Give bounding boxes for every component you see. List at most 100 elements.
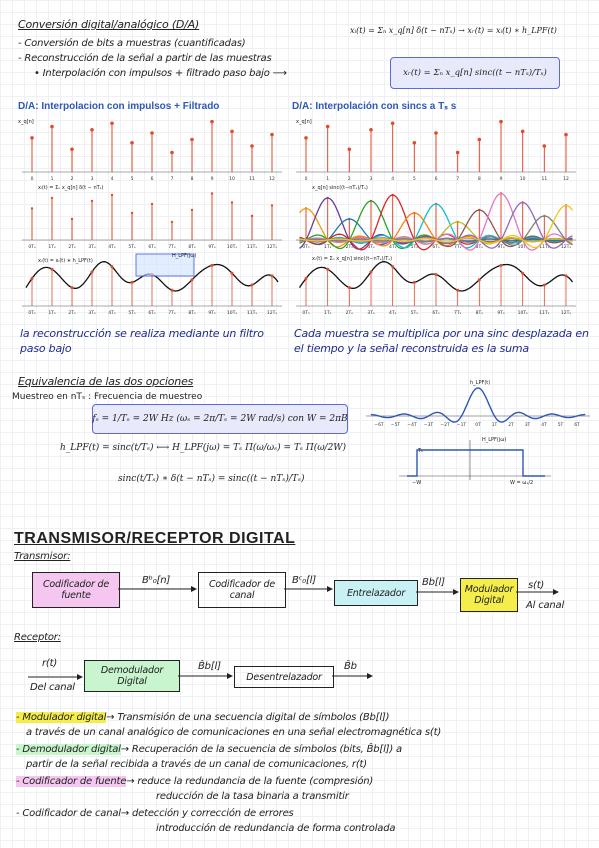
sample-point: [499, 119, 503, 124]
def-line: - Codificador de fuente→ reduce la redun…: [16, 776, 374, 787]
recon-point: [30, 276, 34, 280]
tick-label: 11: [249, 176, 255, 182]
tick-label: 4Tₛ: [108, 310, 116, 316]
tick-label: 2: [348, 176, 351, 182]
impulse-head: [70, 217, 74, 221]
tick-label: 0T: [475, 422, 481, 428]
def-line: - Modulador digital→ Transmisión de una …: [16, 712, 390, 723]
recon-point: [391, 265, 395, 269]
sample-point: [210, 119, 214, 124]
tick-label: 12Tₛ: [267, 244, 277, 250]
rx-label: Receptor:: [14, 632, 61, 643]
recon-point: [412, 280, 416, 284]
recon-point: [564, 274, 568, 278]
recon-point: [347, 286, 351, 290]
tick-label: 3Tₛ: [367, 244, 375, 250]
formula-hlpf: h_LPF(t) = sinc(t/Tₛ) ⟷ H_LPF(jω) = Tₛ Π…: [60, 443, 347, 453]
tick-label: 0Tₛ: [302, 244, 310, 250]
tick-label: 3Tₛ: [367, 310, 375, 316]
tick-label: −1T: [457, 422, 467, 428]
impulse-head: [210, 192, 214, 195]
rect-graph: [399, 440, 551, 480]
sample-point: [190, 137, 194, 142]
tick-label: 5Tₛ: [128, 244, 136, 250]
sinc-curve: [299, 203, 573, 249]
tick-label: 11: [541, 176, 547, 182]
tick-label: 11Tₛ: [539, 310, 549, 316]
recon-point: [270, 274, 274, 278]
right-plot3-label: xᵣ(t) = Σₙ x_q[n] sinc((t−nTₛ)/Tₛ): [312, 256, 393, 262]
recon-point: [542, 283, 546, 287]
recon-point: [230, 271, 234, 275]
tick-label: 6: [151, 176, 154, 182]
tick-label: 11Tₛ: [247, 244, 257, 250]
impulse-head: [150, 202, 154, 206]
lpf-filter-box: [135, 253, 195, 277]
sampling-formula-box: fₛ = 1/Tₛ = 2W Hz (ωₛ = 2π/Tₛ = 2W rad/s…: [92, 404, 348, 434]
bullet-1: - Conversión de bits a muestras (cuantif…: [18, 38, 246, 49]
tick-label: 6Tₛ: [432, 310, 440, 316]
rx-input-rt: r(t): [42, 658, 58, 669]
def-line: reducción de la tasa binaria a transmiti…: [156, 791, 349, 802]
recon-point: [477, 278, 481, 282]
tick-label: 8Tₛ: [188, 310, 196, 316]
tick-label: 10Tₛ: [227, 244, 237, 250]
impulse-head: [90, 199, 94, 203]
tick-label: 12Tₛ: [561, 310, 571, 316]
tick-label: 6Tₛ: [432, 244, 440, 250]
tick-label: 4T: [541, 422, 547, 428]
tick-label: 1Tₛ: [324, 244, 332, 250]
block-deinterleaver: Desentrelazador: [234, 666, 334, 688]
tick-label: 10: [520, 176, 526, 182]
tick-label: 5Tₛ: [128, 310, 136, 316]
tick-label: 7Tₛ: [454, 310, 462, 316]
sample-point: [50, 124, 54, 129]
tick-label: 6T: [574, 422, 580, 428]
recon-point: [304, 276, 308, 280]
right-plot1-label: x_q[n]: [296, 119, 312, 125]
def-line: a través de un canal analógico de comuni…: [26, 727, 442, 738]
tx-label: Transmisor:: [14, 551, 71, 562]
tick-label: 7: [456, 176, 459, 182]
impulse-head: [30, 207, 34, 210]
signal-bn: Bᵇ₀[n]: [142, 575, 171, 586]
sample-point: [564, 132, 568, 137]
tick-label: 1T: [492, 422, 498, 428]
tick-label: 2Tₛ: [68, 244, 76, 250]
tick-label: 3Tₛ: [88, 310, 96, 316]
tick-label: 9Tₛ: [497, 310, 505, 316]
rect-height-label: Tₛ: [418, 448, 423, 454]
recon-point: [250, 283, 254, 287]
sinc-graph: −6T −5T −4T −3T −2T −1T 0T 1T 2T 3T 4T 5T 6T: [366, 387, 590, 428]
tick-label: 5: [413, 176, 416, 182]
panel-right-title: D/A: Interpolación con sincs a Tₛ s: [292, 101, 457, 112]
sample-point: [30, 136, 34, 140]
sample-point: [477, 137, 482, 142]
block-interleaver: Entrelazador: [334, 580, 418, 606]
recon-point: [170, 288, 174, 292]
tick-label: 7Tₛ: [454, 244, 462, 250]
tick-label: 2Tₛ: [68, 310, 76, 316]
formula-impulse-train: xᵢ(t) = Σₙ x_q[n] δ(t − nTₛ) → xᵣ(t) = x…: [350, 26, 557, 35]
impulse-head: [270, 204, 274, 207]
sample-point: [369, 127, 373, 132]
tick-label: 7Tₛ: [168, 244, 176, 250]
block-channel-encoder: Codificador de canal: [198, 572, 286, 608]
tick-label: 4Tₛ: [389, 310, 397, 316]
tick-label: 1: [326, 176, 329, 182]
bullet-3: • Interpolación con impulsos + filtrado …: [34, 68, 287, 79]
rect-curve: [407, 449, 545, 477]
recon-point: [499, 263, 503, 267]
tick-label: 6Tₛ: [148, 244, 156, 250]
tick-label: 8Tₛ: [188, 244, 196, 250]
tick-label: 9: [211, 176, 214, 182]
tick-label: 12: [269, 176, 275, 182]
signal-bb-hat-l: B̂b[l]: [198, 661, 221, 672]
sample-point: [130, 140, 134, 145]
def-line: - Demodulador digital→ Recuperación de l…: [16, 744, 402, 755]
tick-label: 4: [391, 176, 394, 182]
tick-label: 3Tₛ: [88, 244, 96, 250]
recon-point: [90, 270, 94, 274]
impulse-head: [170, 220, 174, 224]
